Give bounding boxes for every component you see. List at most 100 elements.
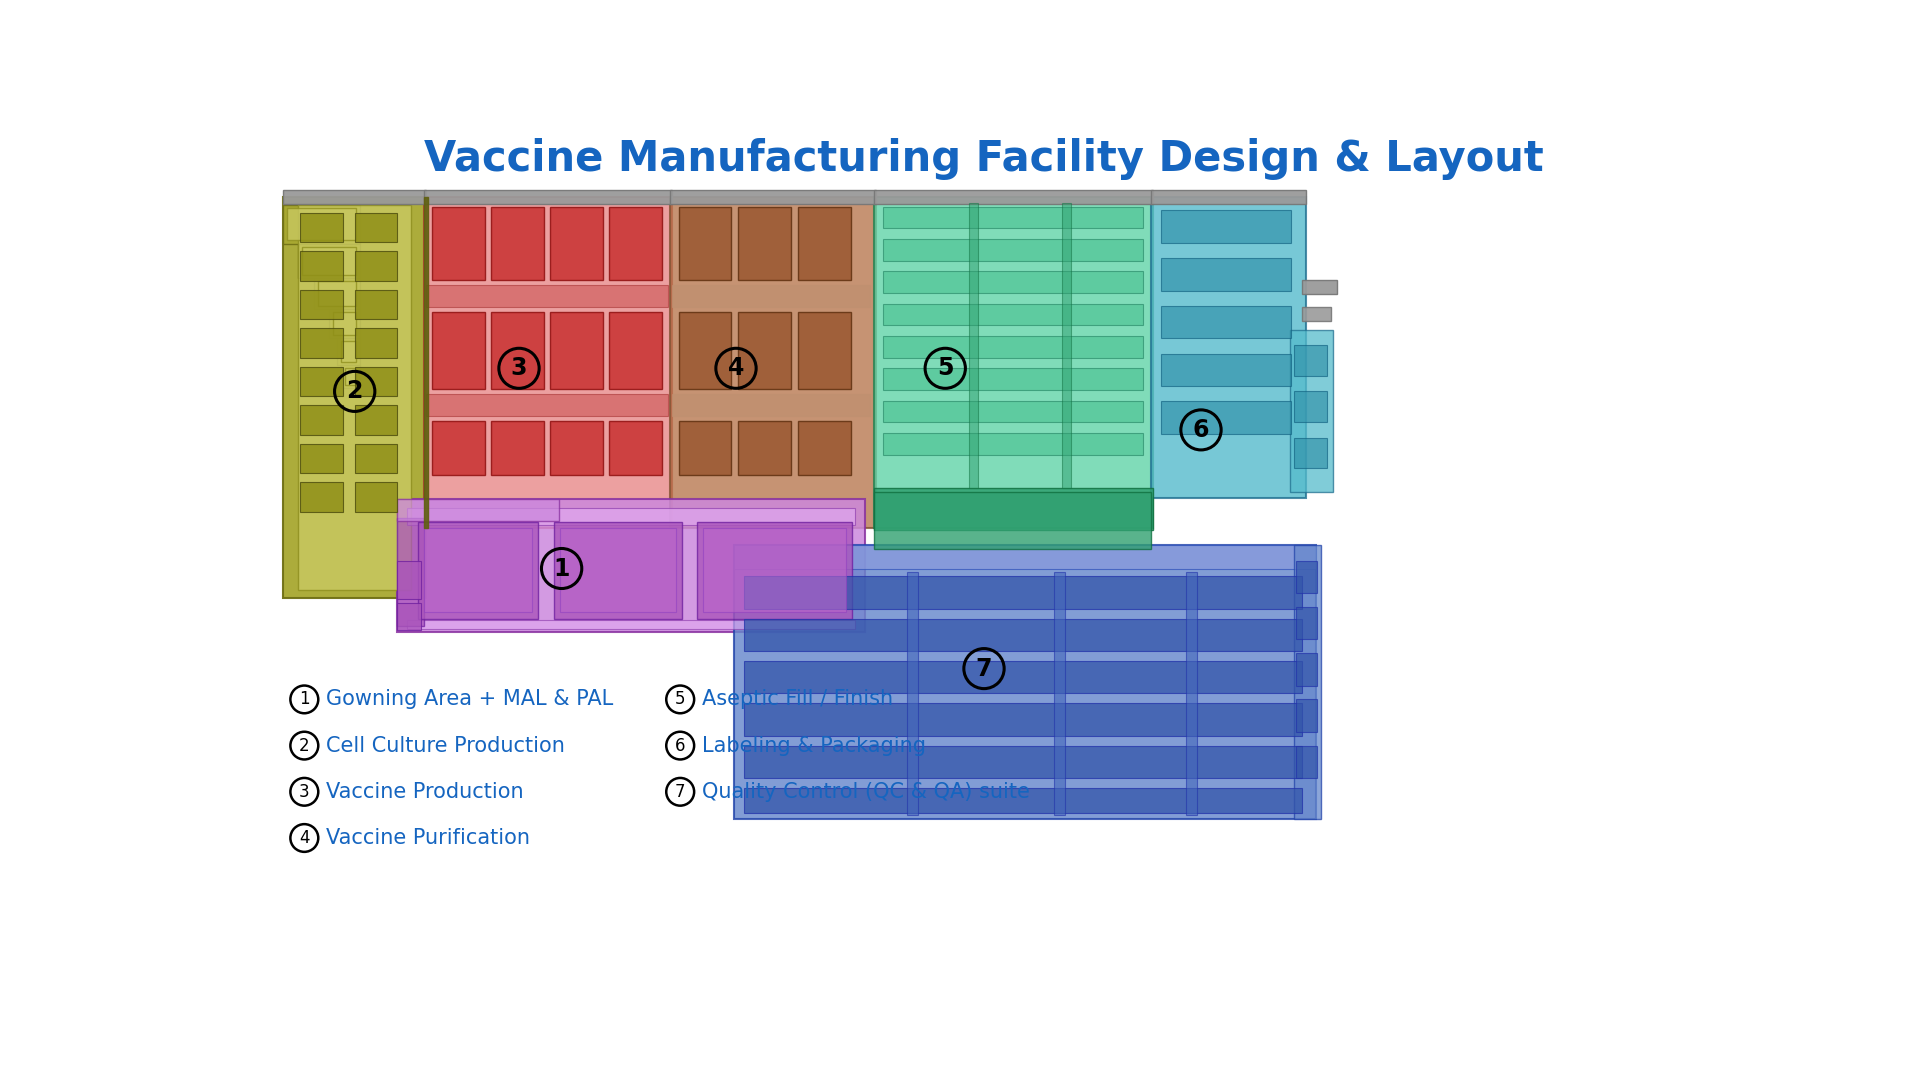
Bar [1302,280,1336,294]
Bar [1294,437,1327,469]
Text: 7: 7 [676,783,685,800]
Bar [678,206,732,280]
Text: 1: 1 [300,690,309,708]
Text: Vaccine Manufacturing Facility Design & Layout: Vaccine Manufacturing Facility Design & … [424,138,1544,180]
Text: Gowning Area + MAL & PAL: Gowning Area + MAL & PAL [326,689,612,710]
Bar [397,499,559,521]
Bar [735,545,1315,568]
Bar [670,198,876,528]
Bar [1150,198,1306,498]
Bar [549,312,603,389]
Bar [355,289,397,319]
Bar [300,328,344,357]
Bar [678,312,732,389]
Bar [300,213,344,242]
Bar [426,394,668,416]
Bar [1302,307,1331,321]
Bar [1294,391,1327,422]
Bar [1162,258,1290,291]
Bar [883,206,1142,228]
Bar [1290,329,1332,491]
Bar [355,328,397,357]
Bar [424,198,428,528]
Bar [300,252,344,281]
Text: Quality Control (QC & QA) suite: Quality Control (QC & QA) suite [703,782,1029,801]
Bar [407,509,854,525]
Bar [355,213,397,242]
Bar [735,545,1315,819]
Bar [799,312,851,389]
Bar [553,523,682,619]
Bar [549,206,603,280]
Bar [1296,607,1317,639]
Bar [424,198,672,528]
Bar [313,279,361,309]
Bar [609,206,662,280]
Bar [743,788,1302,812]
Bar [282,205,361,244]
Bar [1162,306,1290,338]
Bar [743,661,1302,693]
Bar [1054,572,1066,815]
Bar [678,421,732,474]
Bar [883,433,1142,455]
Bar [1294,545,1321,819]
Bar [492,206,543,280]
Text: 1: 1 [553,556,570,581]
Bar [355,444,397,473]
Bar [609,312,662,389]
Bar [424,190,672,203]
Bar [799,421,851,474]
Bar [355,252,397,281]
Bar [1296,745,1317,778]
Text: 2: 2 [346,379,363,404]
Bar [609,421,662,474]
Bar [286,208,357,241]
Bar [697,523,852,619]
Bar [1296,561,1317,593]
Text: 5: 5 [937,356,954,380]
Bar [355,367,397,396]
Bar [397,561,420,599]
Bar [672,394,870,416]
Bar [703,528,847,612]
Bar [492,421,543,474]
Bar [743,619,1302,651]
Bar [340,365,361,389]
Bar [1150,190,1306,203]
Bar [344,368,357,386]
Text: Vaccine Purification: Vaccine Purification [326,828,530,848]
Bar [799,206,851,280]
Text: 2: 2 [300,737,309,755]
Text: 3: 3 [300,783,309,800]
Bar [432,312,486,389]
Bar [739,421,791,474]
Bar [298,244,361,279]
Bar [874,198,1152,528]
Text: Labeling & Packaging: Labeling & Packaging [703,735,925,756]
Bar [1062,203,1071,488]
Bar [1162,402,1290,434]
Bar [419,523,538,619]
Bar [883,271,1142,293]
Text: Cell Culture Production: Cell Culture Production [326,735,564,756]
Bar [397,603,420,630]
Bar [407,620,854,630]
Text: 3: 3 [511,356,528,380]
Bar [743,703,1302,735]
Bar [743,745,1302,778]
Bar [300,289,344,319]
Text: 6: 6 [676,737,685,755]
Bar [561,528,676,612]
Text: 4: 4 [728,356,745,380]
Bar [739,206,791,280]
Bar [397,499,866,632]
Bar [282,190,426,203]
Bar [328,309,361,338]
Text: 4: 4 [300,829,309,847]
Bar [670,190,876,203]
Bar [874,488,1152,530]
Bar [300,483,344,512]
Bar [883,336,1142,357]
Text: Vaccine Production: Vaccine Production [326,782,524,801]
